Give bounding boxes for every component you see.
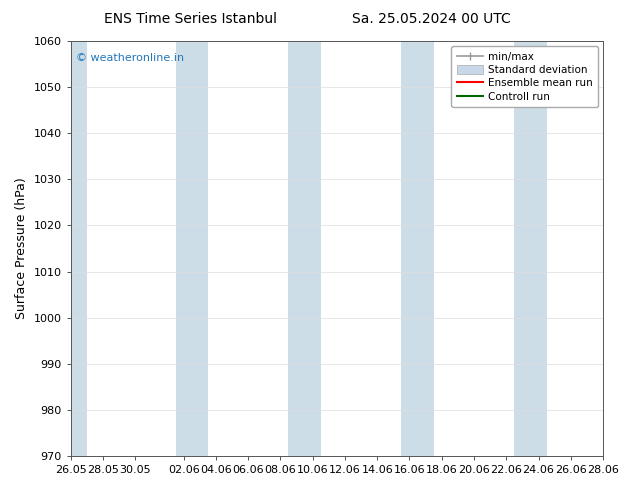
Text: Sa. 25.05.2024 00 UTC: Sa. 25.05.2024 00 UTC bbox=[352, 12, 510, 26]
Bar bbox=[176, 41, 208, 456]
Bar bbox=[514, 41, 547, 456]
Y-axis label: Surface Pressure (hPa): Surface Pressure (hPa) bbox=[15, 178, 28, 319]
Bar bbox=[401, 41, 434, 456]
Text: ENS Time Series Istanbul: ENS Time Series Istanbul bbox=[104, 12, 276, 26]
Bar bbox=[288, 41, 321, 456]
Text: © weatheronline.in: © weatheronline.in bbox=[76, 53, 184, 64]
Bar bbox=[71, 41, 87, 456]
Legend: min/max, Standard deviation, Ensemble mean run, Controll run: min/max, Standard deviation, Ensemble me… bbox=[451, 46, 598, 107]
